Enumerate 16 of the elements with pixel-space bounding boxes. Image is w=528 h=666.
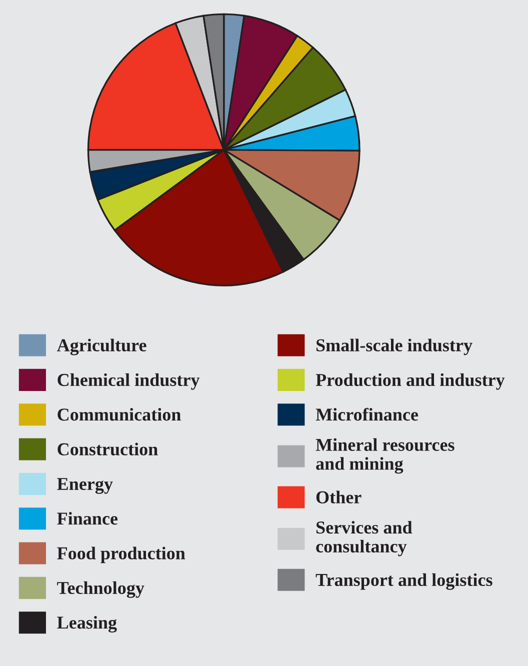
legend-label: Construction bbox=[58, 442, 158, 456]
legend-label: Small-scale industry bbox=[316, 338, 472, 356]
legend-label: Agriculture bbox=[56, 338, 146, 356]
legend-label: Mineral resources and mining bbox=[316, 438, 454, 474]
legend-label: Chemical industry bbox=[58, 373, 200, 390]
legend-label: Communication bbox=[58, 408, 181, 421]
legend-label: Production and industry bbox=[316, 373, 505, 390]
legend-label: Finance bbox=[57, 512, 118, 525]
legend-label: Services and consultancy bbox=[316, 520, 412, 556]
legend-label: Energy bbox=[57, 478, 113, 494]
legend-label: Leasing bbox=[57, 616, 117, 633]
legend-label: Microfinance bbox=[316, 408, 418, 421]
legend-label: Transport and logistics bbox=[316, 573, 492, 590]
legend-label: Other bbox=[316, 490, 362, 504]
legend-label: Technology bbox=[57, 581, 144, 598]
legend-label: Food production bbox=[57, 546, 186, 564]
